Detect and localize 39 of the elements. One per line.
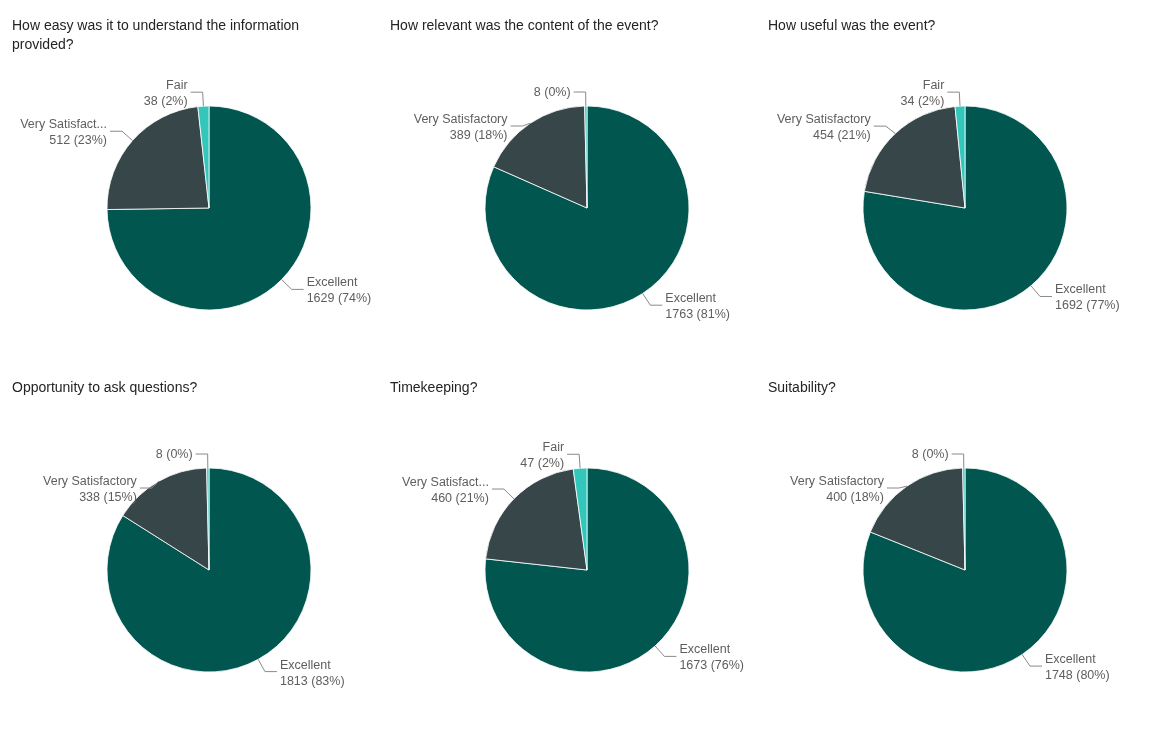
data-label: 400 (18%)	[826, 490, 884, 505]
slice-label: Very Satisfactory	[790, 474, 885, 489]
slice-label: Fair	[166, 78, 188, 93]
slice-label: Very Satisfactory	[43, 474, 138, 489]
data-label: 512 (23%)	[49, 133, 108, 148]
slice-label: Excellent	[679, 642, 731, 657]
chart-title: How relevant was the content of the event?	[390, 17, 659, 33]
data-label: 338 (15%)	[79, 490, 137, 505]
slice-label: Excellent	[665, 291, 717, 306]
data-label: 1748 (80%)	[1044, 668, 1110, 683]
slice-label: Fair	[922, 78, 945, 93]
slice-label: Excellent	[1055, 282, 1107, 297]
data-label: 1692 (77%)	[1055, 298, 1120, 313]
data-label: 1763 (81%)	[665, 307, 730, 322]
chart-title: Suitability?	[768, 379, 836, 395]
data-label: 34 (2%)	[900, 94, 945, 109]
chart-title: Timekeeping?	[390, 379, 478, 395]
slice-label: Very Satisfact...	[402, 475, 489, 490]
chart-title: How easy was it to understand the information provided?	[12, 17, 300, 52]
data-label: 8 (0%)	[911, 447, 949, 462]
data-label: 454 (21%)	[813, 128, 871, 143]
data-label: 1813 (83%)	[279, 673, 345, 688]
slice-label: Very Satisfactory	[413, 112, 509, 127]
data-label: 38 (2%)	[143, 94, 188, 109]
chart-title: How useful was the event?	[768, 17, 936, 33]
slice-label: Fair	[542, 440, 565, 455]
data-label: 389 (18%)	[449, 128, 508, 143]
slice-label: Excellent	[306, 275, 358, 290]
data-label: 47 (2%)	[520, 456, 565, 471]
slice-label: Excellent	[1044, 652, 1097, 667]
data-label: 460 (21%)	[431, 491, 489, 506]
data-label: 8 (0%)	[533, 85, 571, 100]
slice-label: Excellent	[279, 657, 332, 672]
data-label: 1673 (76%)	[679, 658, 745, 673]
chart-title: Opportunity to ask questions?	[12, 379, 198, 395]
data-label: 8 (0%)	[155, 447, 193, 462]
slice-label: Very Satisfactory	[776, 112, 872, 127]
slice-label: Very Satisfact...	[20, 117, 108, 132]
data-label: 1629 (74%)	[306, 291, 372, 306]
